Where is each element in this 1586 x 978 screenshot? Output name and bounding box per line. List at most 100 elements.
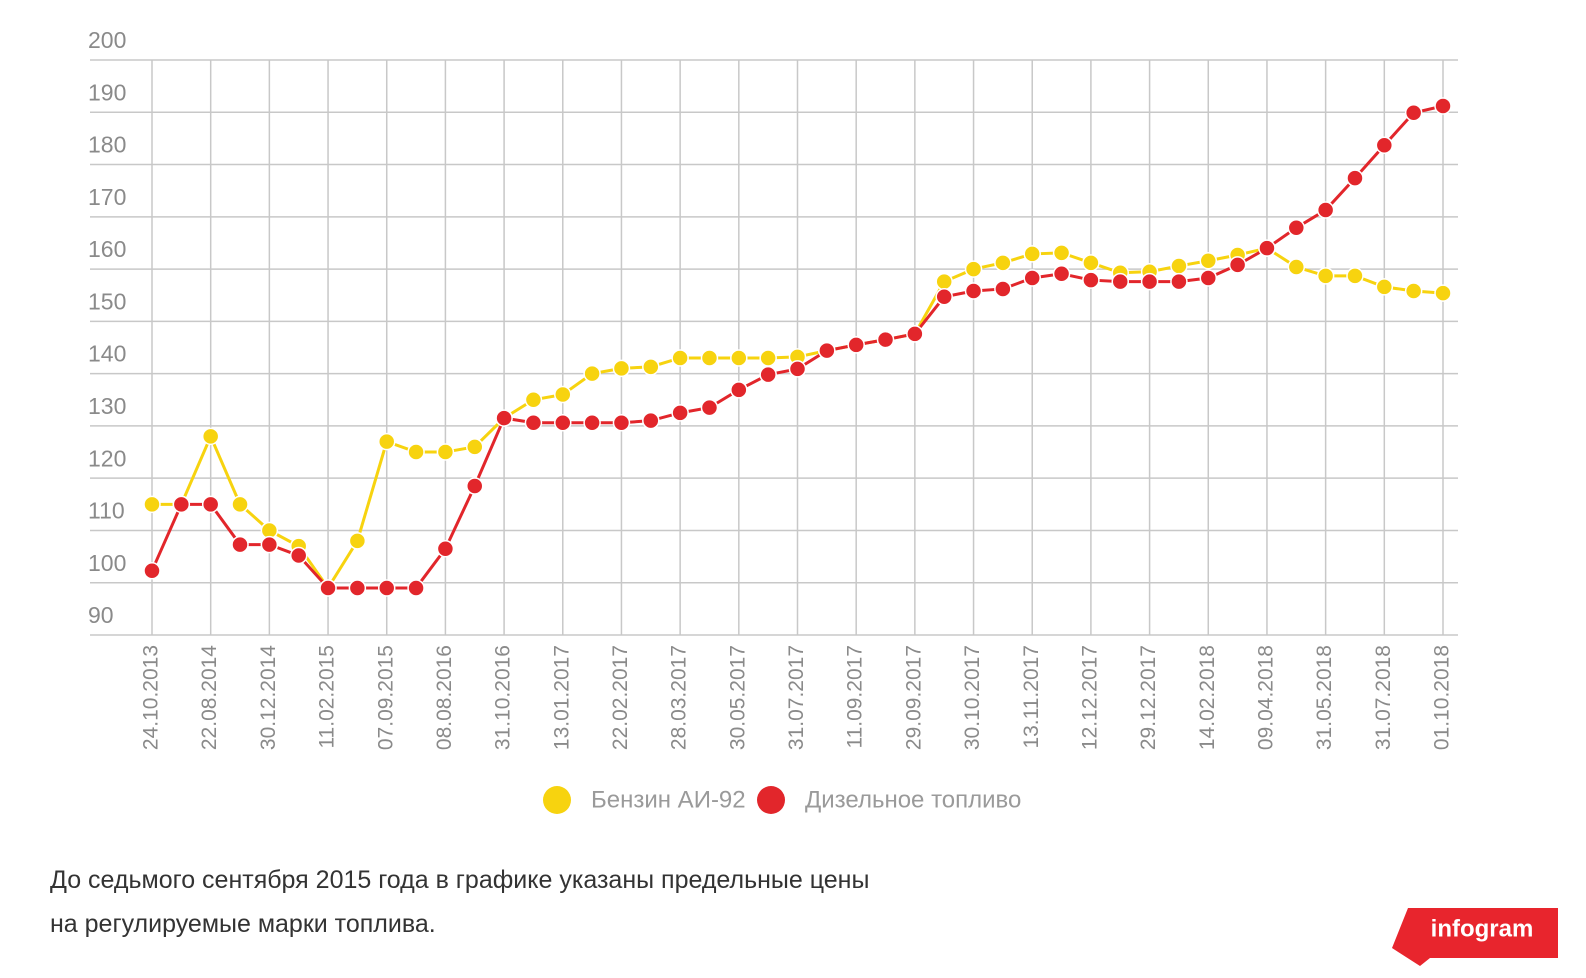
note-line: До седьмого сентября 2015 года в графике… — [50, 866, 870, 894]
data-point — [1082, 271, 1100, 289]
x-tick-label: 22.08.2014 — [198, 645, 221, 750]
x-tick-label: 30.12.2014 — [257, 645, 280, 750]
x-tick-label: 29.09.2017 — [902, 645, 925, 750]
data-point — [1082, 254, 1100, 272]
data-point — [876, 330, 895, 349]
data-point — [671, 404, 689, 422]
data-point — [1375, 136, 1394, 154]
data-point — [671, 349, 689, 367]
data-point — [1346, 267, 1364, 285]
x-tick-label: 24.10.2013 — [140, 645, 163, 750]
data-point — [700, 349, 719, 367]
data-point — [583, 414, 601, 432]
data-point — [1434, 97, 1452, 115]
data-point — [436, 443, 455, 461]
data-point — [1404, 282, 1423, 300]
x-tick-label: 01.10.2018 — [1431, 645, 1454, 750]
data-point — [1258, 239, 1276, 257]
x-tick-label: 07.09.2015 — [374, 645, 397, 750]
data-point — [612, 414, 631, 432]
data-point — [524, 414, 543, 432]
data-point — [964, 260, 983, 278]
data-point — [201, 495, 220, 514]
x-tick-label: 31.05.2018 — [1313, 645, 1336, 750]
data-point — [172, 495, 191, 514]
x-tick-label: 13.01.2017 — [550, 645, 573, 750]
data-point — [1199, 269, 1218, 287]
data-point — [1140, 272, 1159, 291]
data-point — [377, 432, 396, 451]
data-point — [1199, 251, 1218, 270]
x-tick-label: 31.07.2017 — [785, 645, 808, 750]
data-point — [818, 341, 836, 360]
x-tick-label: 31.07.2018 — [1372, 645, 1395, 750]
data-point — [1375, 278, 1394, 296]
x-tick-label: 31.10.2016 — [492, 645, 515, 750]
x-tick-label: 28.03.2017 — [668, 645, 691, 750]
data-point — [1287, 258, 1306, 276]
data-point — [466, 477, 484, 495]
x-tick-label: 13.11.2017 — [1020, 645, 1043, 749]
data-point — [1228, 256, 1247, 274]
data-point — [642, 411, 660, 430]
x-tick-label: 09.04.2018 — [1255, 645, 1278, 750]
data-point — [201, 427, 220, 446]
data-point — [1346, 169, 1364, 187]
legend-label: Бензин АИ-92 — [591, 786, 746, 813]
x-tick-label: 11.02.2015 — [316, 645, 339, 749]
data-point — [759, 365, 777, 384]
data-point — [612, 359, 631, 378]
legend-marker — [543, 786, 571, 814]
data-point — [407, 443, 425, 461]
data-point — [231, 535, 249, 554]
chart: 90 100 110 120 130 140 150 160 170 180 190 200 24.10… — [88, 27, 1458, 814]
data-point — [759, 349, 777, 367]
y-tick-label: 110 — [88, 498, 125, 524]
data-point — [436, 540, 455, 558]
brand-logo: infogram — [1392, 908, 1558, 966]
y-tick-label: 90 — [88, 602, 114, 628]
data-point — [583, 364, 601, 383]
logo-shape — [1392, 908, 1558, 966]
data-point — [788, 360, 807, 378]
data-point — [377, 579, 396, 597]
data-point — [730, 381, 748, 399]
data-point — [1111, 272, 1129, 291]
data-point — [1023, 269, 1041, 287]
data-point — [906, 325, 924, 343]
y-tick-label: 150 — [88, 288, 126, 314]
y-tick-label: 180 — [88, 132, 126, 158]
x-tick-label: 22.02.2017 — [609, 645, 632, 750]
data-point — [1052, 265, 1071, 283]
data-point — [1434, 284, 1452, 302]
logo-text: infogram — [1431, 915, 1534, 942]
data-point — [700, 398, 719, 417]
data-point — [466, 438, 484, 456]
y-tick-label: 130 — [88, 393, 126, 419]
data-point — [1404, 104, 1423, 122]
y-tick-label: 140 — [88, 341, 126, 367]
data-point — [994, 280, 1012, 298]
data-point — [935, 288, 953, 306]
legend-label: Дизельное топливо — [805, 786, 1021, 813]
data-point — [289, 546, 308, 565]
x-tick-label: 12.12.2017 — [1078, 645, 1101, 750]
data-point — [260, 535, 279, 554]
x-tick-label: 11.09.2017 — [844, 645, 867, 749]
data-point — [554, 385, 572, 404]
data-point — [495, 409, 513, 427]
data-point — [964, 282, 983, 300]
data-point — [1023, 245, 1041, 263]
x-tick-label: 30.05.2017 — [726, 645, 749, 750]
data-point — [554, 414, 572, 432]
x-tick-label: 29.12.2017 — [1137, 645, 1160, 750]
data-point — [1287, 219, 1306, 237]
y-tick-label: 200 — [88, 27, 126, 53]
data-point — [319, 579, 337, 597]
y-tick-label: 190 — [88, 79, 126, 105]
data-point — [1170, 272, 1188, 291]
data-point — [524, 391, 543, 409]
y-tick-label: 120 — [88, 445, 126, 471]
data-point — [143, 561, 161, 580]
